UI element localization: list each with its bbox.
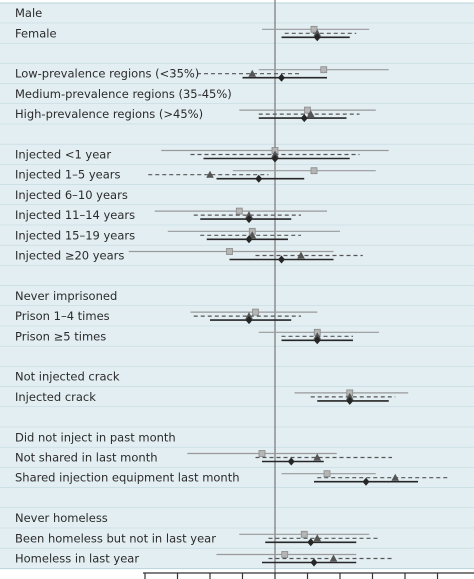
row-label: Male — [15, 6, 42, 20]
row-band — [0, 508, 474, 529]
point-diamond — [278, 73, 285, 82]
point-triangle — [248, 69, 257, 77]
point-square — [226, 248, 233, 255]
row-band — [0, 63, 474, 84]
row-band — [0, 528, 474, 549]
row-band — [0, 366, 474, 387]
point-diamond — [313, 336, 321, 345]
point-diamond — [310, 558, 318, 567]
row-band — [0, 245, 474, 266]
row-label: Prison 1–4 times — [15, 309, 110, 323]
row-band — [0, 184, 474, 205]
point-square — [281, 551, 289, 558]
row-label: Injected crack — [15, 390, 96, 404]
point-triangle — [329, 554, 338, 562]
row-band — [0, 427, 474, 448]
row-band — [0, 83, 474, 104]
point-square — [310, 167, 318, 175]
point-triangle — [245, 312, 253, 320]
row-label: Injected 6–10 years — [15, 188, 128, 202]
point-square — [300, 530, 308, 538]
row-label: Not shared in last month — [15, 451, 158, 465]
point-square — [323, 470, 331, 478]
point-triangle — [271, 150, 279, 158]
point-diamond — [300, 114, 308, 123]
row-label: Low-prevalence regions (<35%) — [15, 67, 199, 81]
point-square — [310, 25, 318, 33]
row-band — [0, 487, 474, 508]
x-axis — [143, 572, 474, 579]
row-label: Prison ≥5 times — [15, 329, 106, 343]
row-band — [0, 447, 474, 468]
row-band — [0, 467, 474, 488]
row-band — [0, 104, 474, 125]
point-triangle — [245, 211, 253, 219]
point-diamond — [313, 33, 321, 42]
row-band — [0, 285, 474, 306]
row-label: Injected <1 year — [15, 148, 111, 162]
point-diamond — [362, 477, 370, 486]
row-band — [0, 407, 474, 428]
row-band — [0, 386, 474, 407]
row-band — [0, 43, 474, 64]
row-label: Injected 1–5 years — [15, 168, 121, 182]
point-diamond — [307, 538, 315, 547]
row-band — [0, 265, 474, 286]
row-label: Did not inject in past month — [15, 430, 176, 444]
point-triangle — [391, 473, 400, 481]
point-diamond — [255, 174, 263, 183]
row-label: High-prevalence regions (>45%) — [15, 107, 203, 121]
point-square — [320, 66, 328, 74]
row-label: Medium-prevalence regions (35-45%) — [15, 87, 232, 101]
row-band — [0, 144, 474, 165]
point-triangle — [313, 29, 322, 37]
row-label: Been homeless but not in last year — [15, 531, 216, 545]
point-square — [304, 106, 311, 114]
point-diamond — [245, 316, 253, 325]
row-band — [0, 124, 474, 145]
point-diamond — [287, 457, 295, 466]
row-label: Never imprisoned — [15, 289, 117, 303]
row-label: Never homeless — [15, 511, 108, 525]
point-triangle — [313, 534, 322, 542]
point-triangle — [313, 453, 322, 461]
row-label: Homeless in last year — [15, 552, 139, 566]
row-labels: Male Female Low-prevalence regions (<35%) M… — [15, 6, 240, 565]
estimate-marks — [128, 25, 448, 567]
row-label: Injected 11–14 years — [15, 208, 135, 222]
point-diamond — [271, 154, 279, 163]
row-band — [0, 23, 474, 44]
point-triangle — [313, 332, 322, 340]
row-band — [0, 548, 474, 569]
point-diamond — [278, 255, 285, 264]
point-diamond — [245, 215, 253, 224]
row-label: Injected ≥20 years — [15, 249, 124, 263]
row-band — [0, 164, 474, 185]
point-triangle — [345, 392, 354, 400]
point-triangle — [248, 231, 257, 239]
row-band — [0, 346, 474, 367]
point-diamond — [245, 235, 253, 244]
point-square — [252, 308, 259, 316]
row-label: Female — [15, 26, 57, 40]
row-band — [0, 326, 474, 347]
point-triangle — [306, 110, 315, 118]
point-square — [258, 450, 266, 457]
point-square — [235, 207, 243, 215]
point-triangle — [297, 251, 305, 259]
point-diamond — [346, 396, 354, 405]
row-label: Shared injection equipment last month — [15, 471, 240, 485]
row-band — [0, 3, 474, 24]
point-triangle — [206, 170, 214, 178]
row-label: Injected 15–19 years — [15, 228, 135, 242]
row-label: Not injected crack — [15, 370, 120, 384]
